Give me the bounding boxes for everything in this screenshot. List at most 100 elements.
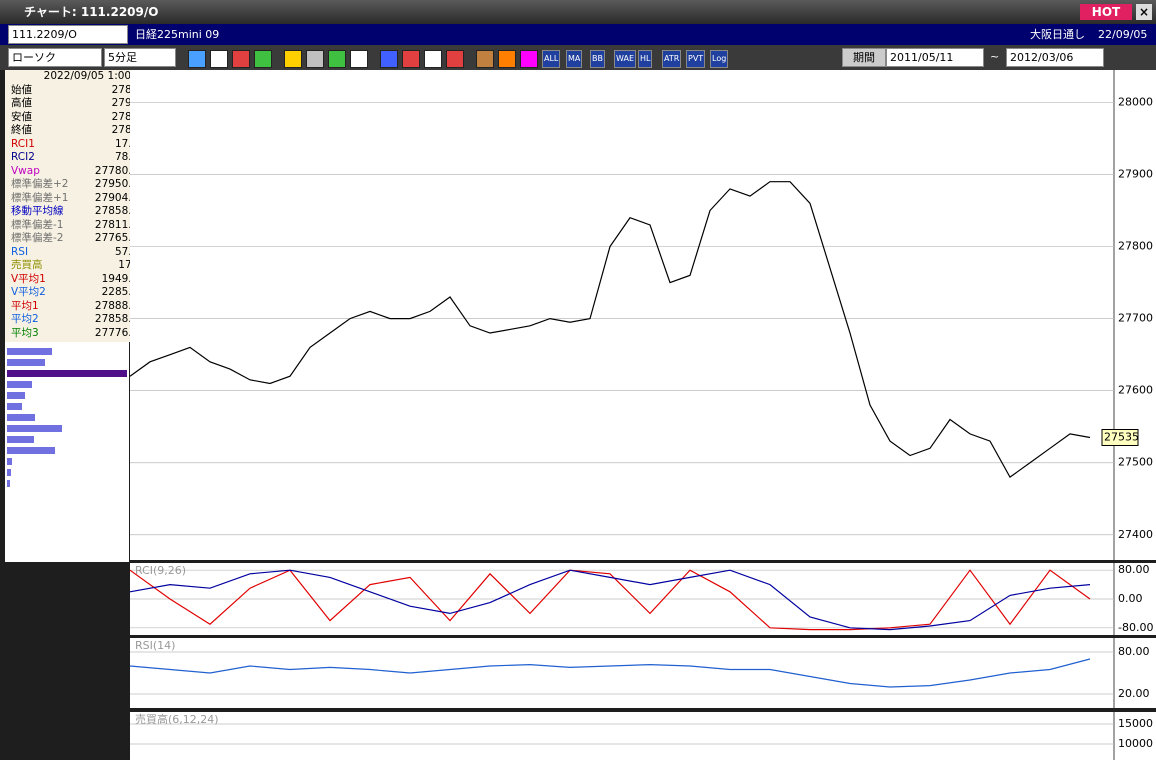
toolbar-icon[interactable]: [306, 50, 324, 68]
toolbar-icon[interactable]: [232, 50, 250, 68]
info-row: 標準偏差+1 27904.22: [5, 192, 151, 206]
profile-bar: [7, 414, 35, 421]
info-value: 1726: [118, 259, 145, 271]
from-date[interactable]: 2011/05/11: [886, 48, 984, 67]
symbol-bar: 111.2209/O 日経225mini 09 大阪日通し 22/09/05: [0, 24, 1156, 45]
y-tick-label: 27700: [1118, 312, 1153, 325]
volume-profile: [5, 342, 129, 562]
profile-bar: [7, 359, 45, 366]
info-panel: 2022/09/05 1:00:00 始値 27895 高値 27900 安値 27870…: [5, 70, 151, 342]
symbol-input[interactable]: 111.2209/O: [8, 25, 128, 44]
y-tick-label: 27900: [1118, 167, 1153, 180]
info-label: V平均1: [11, 272, 46, 285]
y-tick-label: 28000: [1118, 95, 1153, 108]
info-label: 始値: [11, 83, 32, 96]
toolbar-icon[interactable]: [328, 50, 346, 68]
current-price-box: [1101, 429, 1139, 446]
info-datetime: 2022/09/05 1:00:00: [43, 70, 148, 82]
toolbar-icon[interactable]: [498, 50, 516, 68]
toolbar-icon[interactable]: [188, 50, 206, 68]
window-title: チャート: 111.2209/O: [24, 5, 159, 19]
info-row: 標準偏差-1 27811.78: [5, 219, 151, 233]
series-line: [129, 569, 1091, 631]
pane-background: [130, 712, 1114, 760]
toolbar-icon[interactable]: [402, 50, 420, 68]
profile-bar: [7, 370, 127, 377]
y-tick-label: 80.00: [1118, 563, 1150, 576]
info-row: V平均1 1949.83: [5, 273, 151, 287]
toolbar-icon-label[interactable]: HL: [638, 50, 653, 68]
info-value: 1949.83: [101, 272, 145, 285]
info-value: 27895: [111, 83, 145, 96]
toolbar-icon[interactable]: [380, 50, 398, 68]
info-value: 27780.81: [94, 164, 145, 177]
info-row: 高値 27900: [5, 97, 151, 111]
toolbar-icon[interactable]: [254, 50, 272, 68]
info-label: 平均1: [11, 299, 39, 312]
profile-bar: [7, 458, 12, 465]
interval-select[interactable]: 5分足: [104, 48, 176, 67]
axis-background: [1114, 563, 1156, 635]
info-label: V平均2: [11, 286, 46, 298]
axis-background: [1114, 638, 1156, 708]
info-label: RCI2: [11, 151, 35, 163]
axis-background: [1114, 712, 1156, 760]
toolbar-icon[interactable]: [476, 50, 494, 68]
current-price-label: 27535: [1104, 431, 1139, 444]
toolbar-icon-label[interactable]: PVT: [686, 50, 706, 68]
period-button[interactable]: 期間: [842, 48, 886, 67]
info-value: 27811.78: [94, 218, 145, 231]
toolbar-icon-label[interactable]: ALL: [542, 50, 561, 68]
close-button[interactable]: ×: [1136, 4, 1152, 20]
toolbar-icon-label[interactable]: ATR: [662, 50, 682, 68]
info-value: 57.14: [114, 245, 145, 258]
info-label: Vwap: [11, 164, 40, 177]
info-row: RCI2 78.63: [5, 151, 151, 165]
toolbar-icon[interactable]: [350, 50, 368, 68]
toolbar-icon-label[interactable]: Log: [710, 50, 729, 68]
info-row: 平均1 27888.00: [5, 300, 151, 314]
toolbar-icon[interactable]: [284, 50, 302, 68]
info-value: 17.50: [114, 137, 145, 150]
toolbar-icon[interactable]: [424, 50, 442, 68]
pane-title: RSI(14): [135, 639, 175, 652]
toolbar-icon-label[interactable]: BB: [590, 50, 605, 68]
toolbar-icon-label[interactable]: MA: [566, 50, 583, 68]
info-value: 27888.00: [94, 299, 145, 312]
profile-bar: [7, 480, 10, 487]
y-tick-label: -80.00: [1118, 621, 1153, 634]
pane-title: RCI(9,26): [135, 564, 186, 577]
chart-kind-select[interactable]: ローソク: [8, 48, 102, 67]
profile-bar: [7, 403, 22, 410]
info-value: 27950.43: [94, 178, 145, 190]
info-label: 平均3: [11, 326, 39, 339]
y-tick-label: 20.00: [1118, 687, 1150, 700]
axis-background: [1114, 70, 1156, 560]
info-row: V平均2 2285.08: [5, 286, 151, 300]
series-line: [129, 569, 1091, 631]
info-value: 27858.00: [94, 205, 145, 217]
profile-bar: [7, 381, 32, 388]
info-value: 27900: [111, 97, 145, 109]
toolbar-icon[interactable]: [446, 50, 464, 68]
series-line: [129, 181, 1091, 479]
profile-bar: [7, 392, 25, 399]
toolbar-icon-label[interactable]: WAE: [614, 50, 636, 68]
market-date: 22/09/05: [1098, 28, 1148, 41]
info-label: 終値: [11, 124, 32, 136]
toolbar-icon[interactable]: [520, 50, 538, 68]
y-tick-label: 27600: [1118, 384, 1153, 397]
y-tick-label: 27800: [1118, 240, 1153, 253]
profile-bar: [7, 436, 34, 443]
info-value: 2285.08: [101, 286, 145, 298]
info-row: 平均3 27776.87: [5, 327, 151, 341]
info-row: 始値 27895: [5, 84, 151, 98]
series-line: [129, 658, 1091, 688]
info-value: 27880: [111, 124, 145, 136]
toolbar-icon[interactable]: [210, 50, 228, 68]
profile-bar: [7, 348, 52, 355]
to-date[interactable]: 2012/03/06: [1006, 48, 1104, 67]
tilde: ~: [990, 50, 1000, 63]
symbol-name: 日経225mini 09: [135, 28, 220, 41]
hot-button[interactable]: HOT: [1080, 4, 1132, 20]
